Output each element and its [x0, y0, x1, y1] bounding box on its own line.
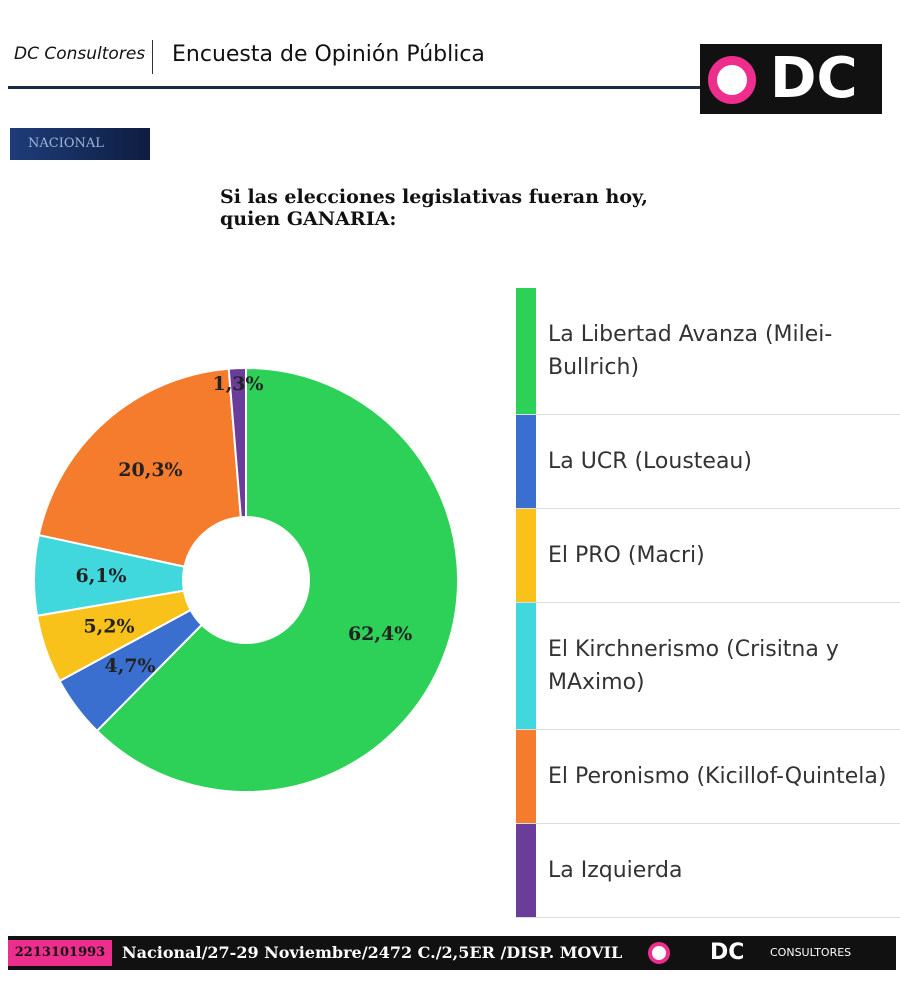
- footer-brand: CONSULTORES: [770, 946, 852, 959]
- legend-item: El Kirchnerismo (Crisitna y MAximo): [516, 603, 900, 730]
- survey-title: Encuesta de Opinión Pública: [172, 42, 485, 67]
- slice: [95, 366, 459, 793]
- logo-text: DC: [770, 46, 858, 111]
- logo-ring: [708, 56, 756, 104]
- data-label: 4,7%: [104, 655, 155, 677]
- donut-chart: 62,4% 4,7% 5,2% 6,1% 20,3% 1,3%: [33, 366, 459, 793]
- phone: 2213101993: [8, 940, 112, 966]
- footer-text: Nacional/27-29 Noviembre/2472 C./2,5ER /…: [122, 943, 623, 962]
- data-label: 6,1%: [75, 565, 126, 587]
- legend-item: La Izquierda: [516, 824, 900, 918]
- legend-item: La Libertad Avanza (Milei-Bullrich): [516, 288, 900, 415]
- badge: NACIONAL: [10, 128, 150, 160]
- legend-label: La Libertad Avanza (Milei-Bullrich): [548, 322, 833, 380]
- slice: [37, 367, 242, 568]
- legend-label: El PRO (Macri): [548, 543, 705, 568]
- legend-label: El Kirchnerismo (Crisitna y MAximo): [548, 637, 839, 695]
- footer-logo-ring: [648, 942, 670, 964]
- data-label: 62,4%: [348, 623, 412, 645]
- legend-swatch: [516, 288, 536, 414]
- legend: La Libertad Avanza (Milei-Bullrich) La UC…: [516, 288, 900, 918]
- footer-logo: DC: [710, 940, 745, 965]
- data-label: 5,2%: [83, 615, 134, 637]
- header-rule: [8, 86, 708, 89]
- slice: [227, 366, 247, 519]
- legend-swatch: [516, 509, 536, 602]
- legend-swatch: [516, 603, 536, 729]
- legend-label: El Peronismo (Kicillof-Quintela): [548, 764, 887, 789]
- data-label: 20,3%: [118, 459, 182, 481]
- chart-title: Si las elecciones legislativas fueran ho…: [220, 186, 648, 230]
- logo: DC: [700, 44, 882, 114]
- legend-swatch: [516, 415, 536, 508]
- data-label: 1,3%: [212, 373, 263, 395]
- legend-label: La Izquierda: [548, 858, 683, 883]
- brand: DC Consultores: [14, 44, 146, 64]
- legend-label: La UCR (Lousteau): [548, 449, 752, 474]
- footer: 2213101993 Nacional/27-29 Noviembre/2472…: [8, 936, 896, 970]
- legend-item: El PRO (Macri): [516, 509, 900, 603]
- legend-swatch: [516, 730, 536, 823]
- legend-swatch: [516, 824, 536, 917]
- legend-item: El Peronismo (Kicillof-Quintela): [516, 730, 900, 824]
- legend-item: La UCR (Lousteau): [516, 415, 900, 509]
- separator: [152, 40, 153, 74]
